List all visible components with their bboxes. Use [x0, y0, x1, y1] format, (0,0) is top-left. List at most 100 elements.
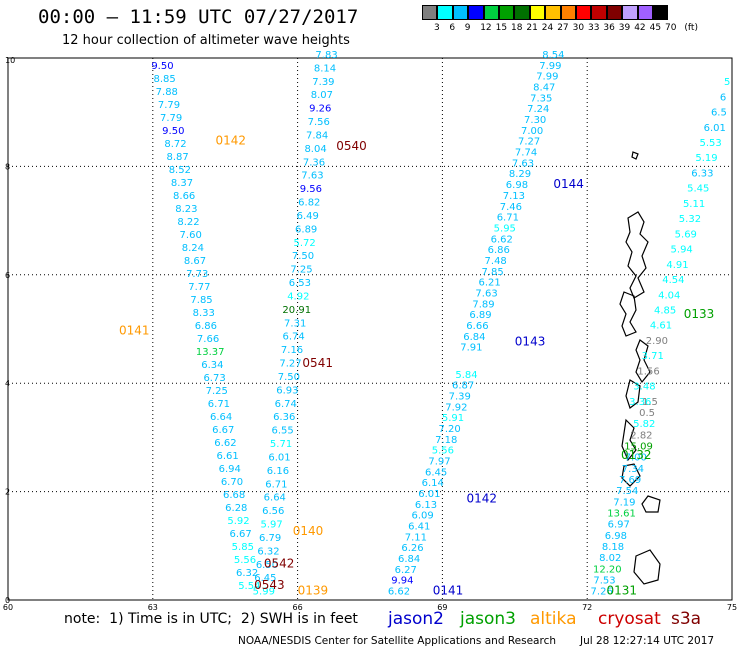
wave-height-label: 6.84 — [463, 332, 485, 343]
wave-height-label: 7.53 — [593, 575, 615, 586]
wave-height-label: 6.64 — [264, 493, 286, 504]
y-tick-label: 0 — [5, 596, 10, 605]
wave-height-label: 2.82 — [630, 430, 652, 441]
wave-height-label: 6.71 — [208, 399, 230, 410]
x-tick-label: 63 — [148, 603, 158, 612]
wave-height-label: 6.68 — [223, 490, 245, 501]
wave-height-label: 7.18 — [435, 435, 457, 446]
wave-height-label: 6.67 — [212, 425, 234, 436]
colorbar-swatch — [653, 5, 669, 20]
pass-label: 0540 — [336, 139, 367, 153]
wave-height-label: 7.39 — [312, 77, 334, 88]
wave-height-label: 8.52 — [169, 165, 191, 176]
wave-height-label: 5.97 — [261, 520, 283, 531]
coastline — [633, 549, 661, 585]
pass-label: 0132 — [621, 448, 652, 462]
wave-height-label: 4.61 — [650, 321, 672, 332]
wave-height-label: 7.56 — [308, 117, 330, 128]
footer-note: note: 1) Time is in UTC; 2) SWH is in fe… — [64, 611, 358, 627]
pass-label: 0143 — [515, 334, 546, 348]
wave-height-label: 4.04 — [658, 290, 680, 301]
wave-height-label: 6.86 — [488, 245, 510, 256]
wave-height-label: 7.91 — [460, 343, 482, 354]
wave-height-label: 6.87 — [452, 381, 474, 392]
wave-height-label: 8.02 — [599, 553, 621, 564]
coastline — [631, 151, 639, 160]
colorbar-swatch — [637, 5, 653, 20]
colorbar-label: 27 — [557, 23, 569, 33]
colorbar-label: 9 — [464, 23, 471, 33]
wave-height-label: 8.67 — [184, 256, 206, 267]
colorbar-label: 30 — [572, 23, 585, 33]
wave-height-label: 6.49 — [297, 211, 319, 222]
wave-height-label: 9.50 — [162, 126, 184, 137]
wave-height-label: 0.5 — [639, 408, 655, 419]
wave-height-label: 8.66 — [173, 191, 195, 202]
wave-height-label: 6.71 — [497, 213, 519, 224]
coastline — [619, 291, 637, 337]
footer-credit: NOAA/NESDIS Center for Satellite Applica… — [238, 635, 556, 647]
wave-height-label: 7.66 — [197, 334, 219, 345]
wave-height-label: 7.63 — [512, 158, 534, 169]
wave-height-label: 7.25 — [290, 265, 312, 276]
wave-height-label: 7.46 — [500, 202, 522, 213]
y-tick-label: 8 — [5, 162, 10, 171]
wave-height-label: 5.71 — [270, 439, 292, 450]
wave-height-label: 5.56 — [234, 555, 256, 566]
colorbar-label: 18 — [511, 23, 523, 33]
wave-height-label: 6.62 — [388, 587, 410, 598]
colorbar-swatch — [483, 5, 499, 20]
wave-height-label: 6.86 — [195, 321, 217, 332]
pass-label: 0139 — [298, 584, 329, 598]
y-tick-label: 10 — [5, 56, 15, 65]
colorbar-label: 6 — [449, 23, 456, 33]
wave-height-label: 7.31 — [284, 318, 306, 329]
wave-height-label: 6.79 — [259, 533, 281, 544]
wave-height-label: 7.83 — [315, 50, 337, 61]
coastline — [625, 211, 649, 299]
wave-height-label: 6.28 — [225, 503, 247, 514]
wave-height-label: 7.85 — [190, 295, 212, 306]
wave-height-label: 6.32 — [257, 546, 279, 557]
wave-height-label: 7.84 — [306, 130, 328, 141]
colorbar-swatch — [606, 5, 623, 20]
colorbar-swatch — [499, 5, 515, 20]
x-tick-label: 75 — [727, 603, 737, 612]
y-tick-label: 2 — [5, 488, 10, 497]
coastline — [621, 418, 637, 462]
pass-label: 0141 — [433, 584, 464, 598]
coastline — [641, 495, 661, 513]
legend-jason3: jason3 — [460, 609, 516, 629]
pass-label: 0541 — [302, 356, 333, 370]
wave-height-label: 7.50 — [292, 251, 314, 262]
wave-height-label: 7.50 — [278, 372, 300, 383]
page-title: 00:00 – 11:59 UTC 07/27/2017 — [38, 6, 359, 28]
wave-height-label: 8.04 — [304, 144, 326, 155]
x-tick-label: 72 — [582, 603, 592, 612]
wave-height-label: 5.19 — [695, 153, 717, 164]
wave-height-label: 6.62 — [491, 234, 513, 245]
wave-height-label: 6.71 — [265, 479, 287, 490]
wave-height-label: 6.61 — [216, 451, 238, 462]
wave-height-label: 12.20 — [593, 564, 622, 575]
wave-height-label: 1.5 — [642, 397, 658, 408]
wave-height-label: 5.95 — [494, 223, 516, 234]
wave-height-label: 7.30 — [524, 115, 546, 126]
pass-label: 0133 — [684, 307, 715, 321]
wave-height-label: 6.84 — [398, 554, 420, 565]
wave-height-label: 8.18 — [602, 542, 624, 553]
wave-height-label: 7.97 — [428, 457, 450, 468]
wave-height-label: 8.23 — [175, 204, 197, 215]
wave-height-label: 7.00 — [521, 126, 543, 137]
wave-height-label: 6.26 — [401, 543, 423, 554]
wave-height-label: 5.53 — [699, 138, 721, 149]
wave-height-label: 6.97 — [608, 520, 630, 531]
wave-height-label: 7.92 — [445, 402, 467, 413]
wave-height-label: 9.26 — [309, 104, 331, 115]
legend-s3a: s3a — [671, 609, 702, 629]
wave-height-label: 8.37 — [171, 178, 193, 189]
colorbar-label: 33 — [588, 23, 600, 33]
wave-height-label: 6.01 — [268, 452, 290, 463]
wave-height-label: 9.94 — [391, 576, 413, 587]
